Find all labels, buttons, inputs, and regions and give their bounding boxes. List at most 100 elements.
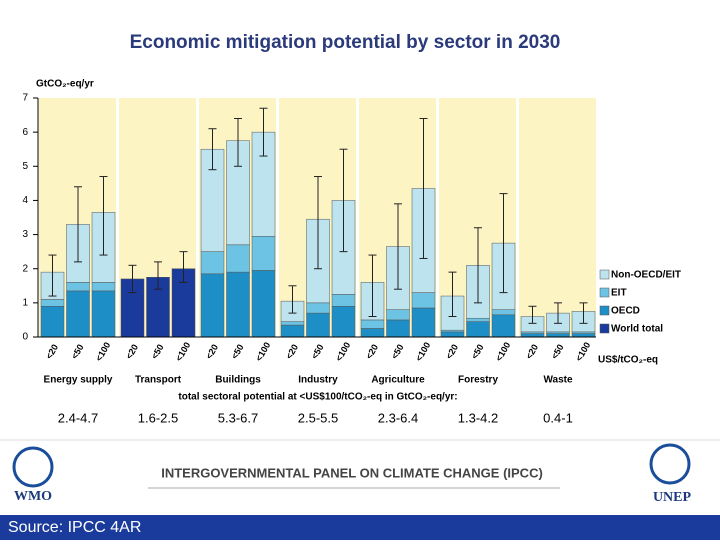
sector-label: Forestry bbox=[458, 375, 498, 386]
sector-total: 1.3-4.2 bbox=[458, 410, 498, 425]
sector-label: Transport bbox=[135, 375, 182, 386]
sector-total: 1.6-2.5 bbox=[138, 410, 178, 425]
bar-segment bbox=[200, 251, 225, 275]
unep-emblem bbox=[649, 443, 691, 485]
y-tick-label: 1 bbox=[22, 297, 28, 308]
error-bar bbox=[314, 176, 322, 270]
bar-segment bbox=[520, 331, 545, 334]
x-tick-label: <100 bbox=[94, 340, 113, 363]
source: Source: IPCC 4AR bbox=[8, 519, 141, 536]
bar-segment bbox=[331, 306, 356, 338]
error-bar bbox=[339, 148, 348, 253]
bar-segment bbox=[40, 306, 65, 338]
unep-logo: UNEP bbox=[653, 490, 692, 505]
legend-swatch bbox=[599, 269, 610, 280]
x-tick-label: <20 bbox=[44, 343, 60, 361]
bar-segment bbox=[280, 324, 305, 338]
bar-segment bbox=[546, 333, 570, 338]
error-bar bbox=[368, 254, 377, 318]
error-bar bbox=[499, 193, 508, 294]
bar-segment bbox=[91, 282, 116, 292]
error-bar bbox=[128, 264, 137, 294]
legend-swatch bbox=[599, 287, 610, 298]
bar-segment bbox=[411, 292, 436, 309]
error-bar bbox=[554, 302, 562, 324]
bar-segment bbox=[251, 270, 276, 338]
bar-segment bbox=[571, 333, 596, 338]
x-tick-label: <20 bbox=[444, 343, 460, 361]
y-tick-label: 4 bbox=[22, 195, 28, 206]
y-tick-label: 5 bbox=[22, 161, 28, 172]
x-tick-label: <100 bbox=[574, 340, 593, 363]
sector-total: 0.4-1 bbox=[543, 410, 573, 425]
legend-label: World total bbox=[611, 324, 663, 335]
bar-segment bbox=[491, 314, 516, 338]
org-name: INTERGOVERNMENTAL PANEL ON CLIMATE CHANG… bbox=[161, 465, 543, 480]
error-bar bbox=[259, 107, 268, 157]
footer: WMO INTERGOVERNMENTAL PANEL ON CLIMATE C… bbox=[0, 439, 720, 540]
x-tick-label: <100 bbox=[414, 340, 433, 363]
legend-label: Non-OECD/EIT bbox=[611, 270, 681, 281]
chart-title: Economic mitigation potential by sector … bbox=[130, 32, 561, 53]
error-bar bbox=[579, 302, 588, 324]
legend-label: OECD bbox=[611, 306, 640, 317]
bar-segment bbox=[491, 309, 516, 316]
x-tick-label: <50 bbox=[389, 343, 405, 361]
bar-segment bbox=[546, 331, 570, 334]
bar-segment bbox=[360, 319, 385, 329]
error-bar bbox=[474, 227, 482, 304]
y-tick-label: 7 bbox=[22, 93, 28, 104]
legend-swatch bbox=[599, 323, 610, 334]
x-tick-label: <100 bbox=[334, 340, 353, 363]
sector-total: 2.3-6.4 bbox=[378, 410, 418, 425]
bar-segment bbox=[280, 321, 305, 326]
y-tick-label: 2 bbox=[22, 263, 28, 274]
x-tick-label: <20 bbox=[524, 343, 540, 361]
sector-panel bbox=[519, 98, 596, 337]
x-tick-label: <50 bbox=[69, 343, 85, 361]
error-bar bbox=[99, 176, 108, 256]
bar-segment bbox=[411, 307, 436, 338]
bar-segment bbox=[571, 331, 596, 334]
x-tick-label: <50 bbox=[229, 343, 245, 361]
error-bar bbox=[179, 251, 188, 283]
y-tick-label: 6 bbox=[22, 127, 28, 138]
bar-segment bbox=[440, 329, 465, 333]
legend-swatch bbox=[599, 305, 610, 316]
sector-total: 2.4-4.7 bbox=[58, 410, 98, 425]
y-axis-label: GtCO₂-eq/yr bbox=[36, 79, 94, 90]
wmo-emblem bbox=[12, 446, 54, 488]
error-bar bbox=[48, 254, 57, 297]
x-tick-label: <50 bbox=[149, 343, 165, 361]
error-bar bbox=[419, 117, 428, 259]
sector-label: Waste bbox=[543, 375, 573, 386]
bar-segment bbox=[331, 294, 356, 307]
total-label: total sectoral potential at <US$100/tCO₂… bbox=[178, 392, 457, 403]
bar-segment bbox=[360, 328, 385, 338]
x-tick-label: <50 bbox=[549, 343, 565, 361]
sector-total: 2.5-5.5 bbox=[298, 410, 338, 425]
x-tick-label: <100 bbox=[254, 340, 273, 363]
bar-segment bbox=[466, 317, 490, 322]
error-bar bbox=[154, 261, 162, 290]
sector-label: Industry bbox=[298, 375, 338, 386]
x-tick-label: <20 bbox=[364, 343, 380, 361]
x-tick-label: <50 bbox=[469, 343, 485, 361]
bar-segment bbox=[66, 290, 90, 338]
bar-segment bbox=[466, 321, 490, 338]
y-tick-label: 3 bbox=[22, 229, 28, 240]
bar-segment bbox=[40, 299, 65, 307]
bar-segment bbox=[200, 273, 225, 338]
error-bar bbox=[448, 271, 457, 318]
bar-segment bbox=[251, 236, 276, 271]
error-bar bbox=[208, 128, 217, 171]
x-unit-label: US$/tCO₂-eq bbox=[598, 355, 658, 366]
bar-segment bbox=[306, 312, 330, 338]
x-tick-label: <20 bbox=[124, 343, 140, 361]
x-tick-label: <50 bbox=[309, 343, 325, 361]
bar-segment bbox=[386, 319, 410, 338]
legend-label: EIT bbox=[611, 288, 627, 299]
wmo-logo: WMO bbox=[14, 489, 52, 504]
y-tick-label: 0 bbox=[22, 332, 28, 343]
